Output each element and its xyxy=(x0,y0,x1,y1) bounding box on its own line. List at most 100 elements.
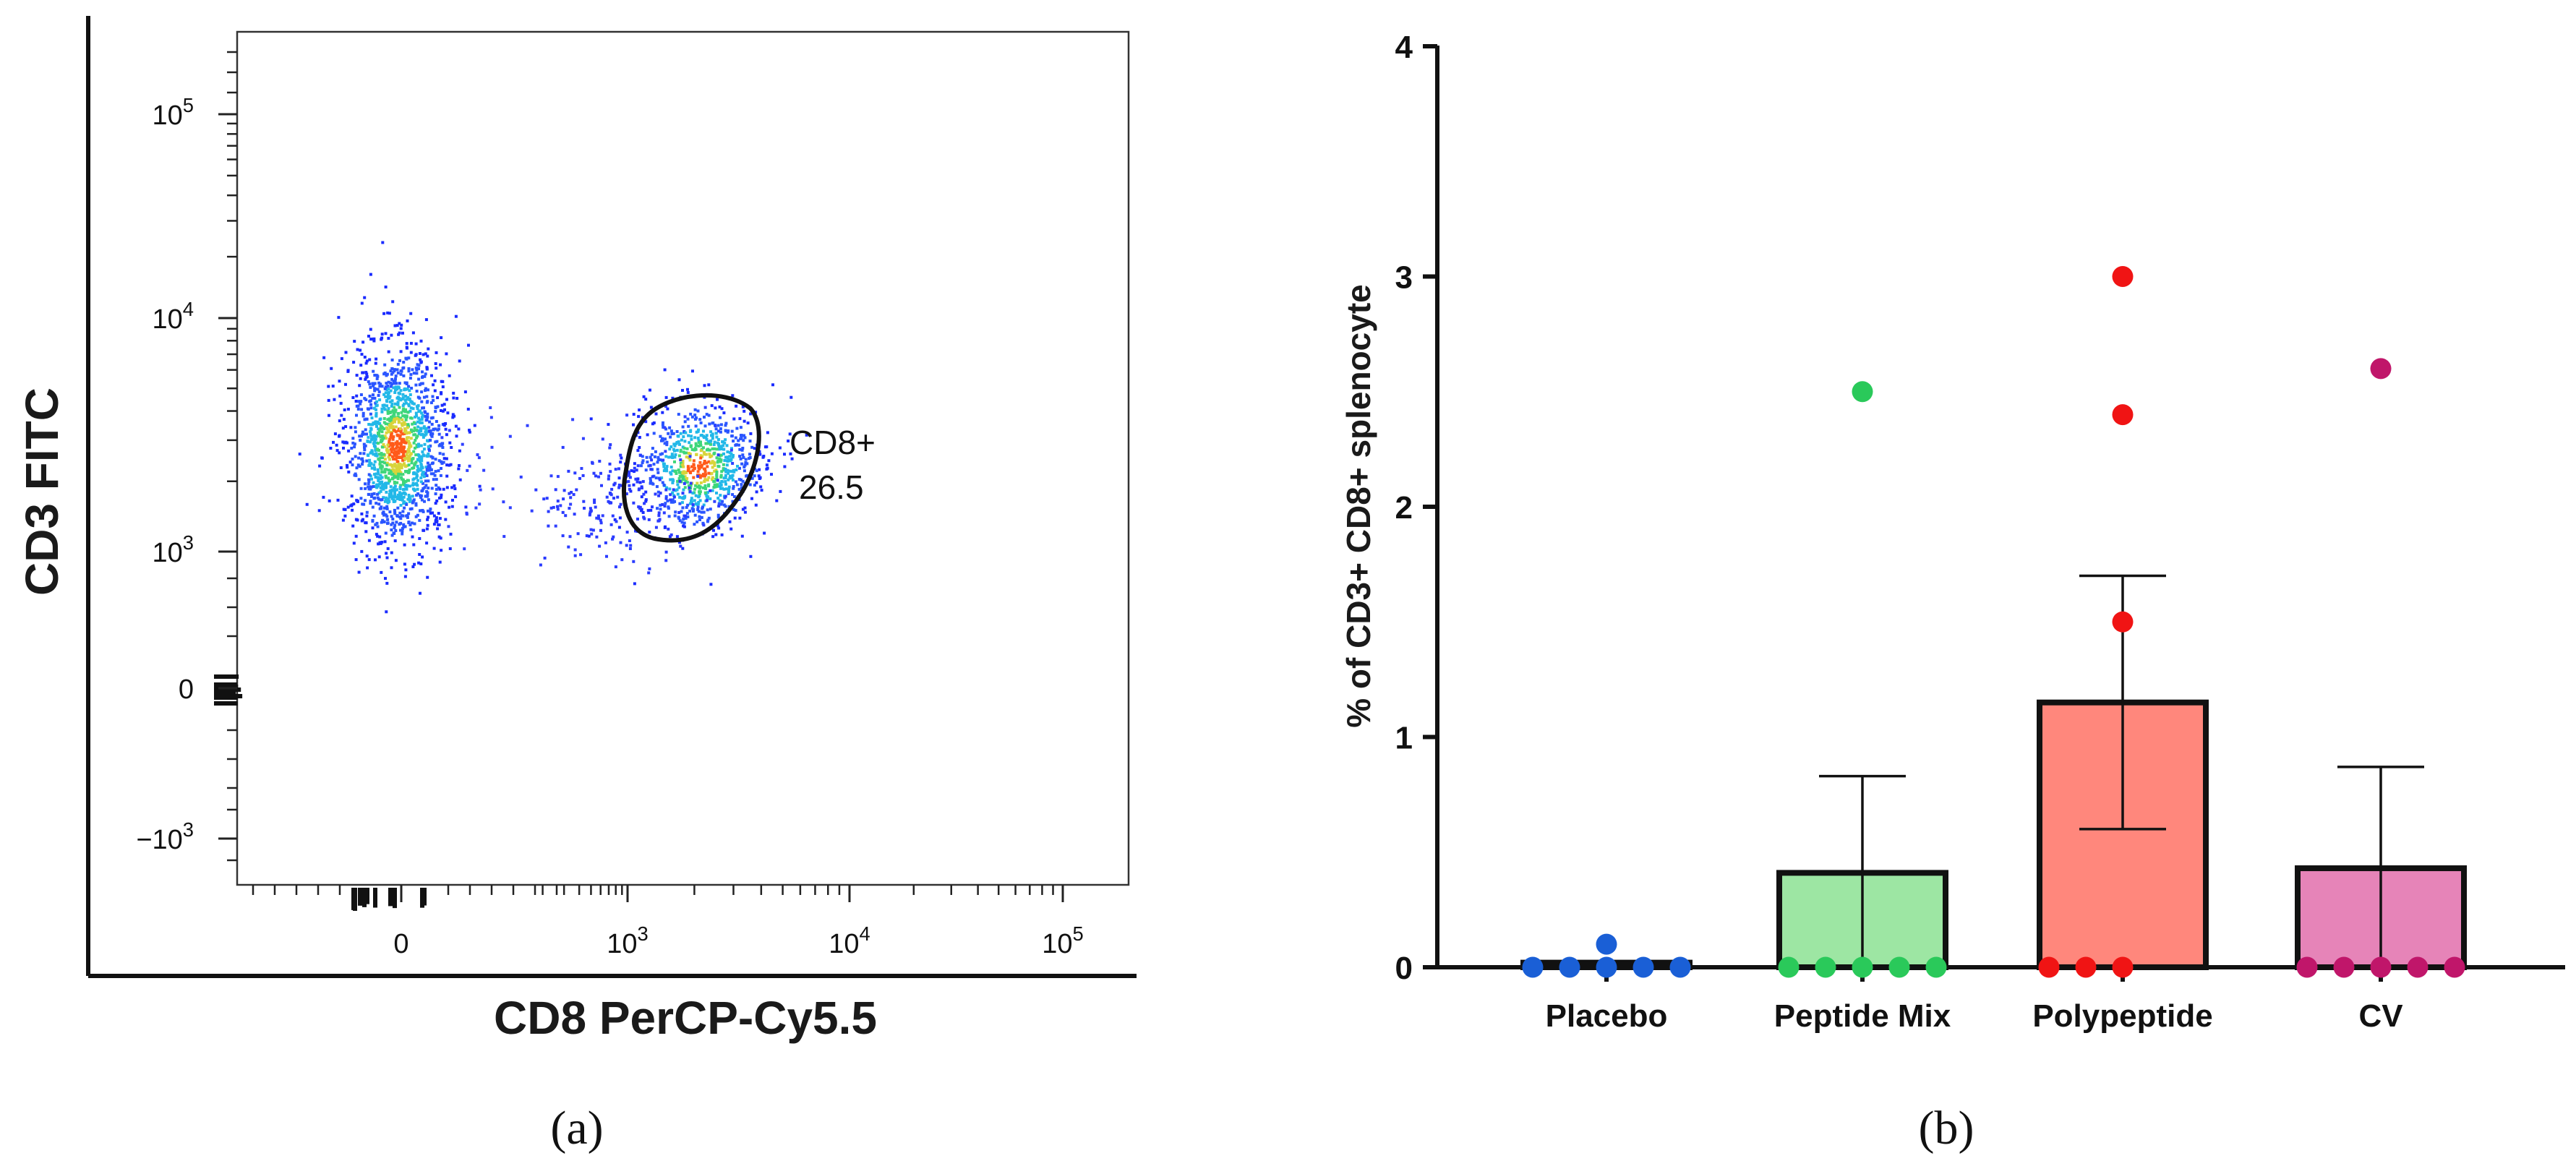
event-dot xyxy=(662,424,664,427)
event-dot xyxy=(659,453,662,456)
event-dot xyxy=(413,442,416,445)
event-dot xyxy=(402,453,405,455)
event-dot xyxy=(320,456,323,459)
event-dot xyxy=(381,476,384,479)
event-dot xyxy=(464,505,467,508)
event-dot xyxy=(750,497,753,500)
event-dot xyxy=(744,507,747,510)
event-dot xyxy=(612,497,615,500)
gate-value-label: 26.5 xyxy=(799,468,864,506)
panel-a-label: (a) xyxy=(550,1102,603,1154)
event-dot xyxy=(711,447,714,450)
event-dot xyxy=(628,474,630,477)
event-dot xyxy=(600,484,603,487)
event-dot xyxy=(367,436,369,439)
event-dot xyxy=(727,460,729,463)
event-dot xyxy=(706,438,709,441)
category-label: Peptide Mix xyxy=(1774,998,1951,1034)
event-dot xyxy=(373,466,376,469)
event-dot xyxy=(421,370,424,373)
event-dot xyxy=(490,446,493,449)
event-dot xyxy=(402,526,405,528)
event-dot xyxy=(408,389,411,392)
event-dot xyxy=(419,562,422,565)
panel-a-x-ticks: 0 103 104 105 xyxy=(253,885,1084,959)
event-dot xyxy=(400,373,403,376)
event-dot xyxy=(744,511,747,514)
event-dot xyxy=(667,432,669,435)
event-dot xyxy=(567,546,570,549)
event-dot xyxy=(643,502,646,505)
event-dot xyxy=(642,459,645,462)
event-dot xyxy=(391,300,394,303)
event-dot xyxy=(432,399,435,402)
event-dot xyxy=(441,462,444,465)
event-dot xyxy=(571,418,574,421)
event-dot xyxy=(364,428,367,431)
event-dot xyxy=(417,396,420,399)
event-dot xyxy=(706,449,709,452)
event-dot xyxy=(439,364,442,367)
event-dot xyxy=(711,432,714,435)
event-dot xyxy=(711,404,714,407)
event-dot xyxy=(567,470,570,473)
event-dot xyxy=(753,484,756,487)
event-dot xyxy=(391,534,394,537)
event-dot xyxy=(728,486,731,489)
event-dot xyxy=(664,369,667,372)
event-dot xyxy=(427,487,429,489)
event-dot xyxy=(427,479,429,482)
event-dot xyxy=(675,441,678,444)
event-dot xyxy=(433,523,436,526)
event-dot xyxy=(648,518,651,521)
event-dot xyxy=(385,463,388,466)
event-dot xyxy=(343,418,346,421)
event-dot xyxy=(375,438,377,441)
event-dot xyxy=(376,377,379,380)
event-dot xyxy=(356,374,359,377)
event-dot xyxy=(440,474,442,477)
event-dot xyxy=(734,517,737,520)
event-dot xyxy=(531,510,534,513)
event-dot xyxy=(425,318,428,321)
event-dot xyxy=(404,575,407,578)
y-tick-label: 4 xyxy=(1395,30,1413,65)
event-dot xyxy=(408,497,411,500)
event-dot xyxy=(664,489,667,492)
event-dot xyxy=(546,497,549,500)
event-dot xyxy=(435,362,437,365)
event-dot xyxy=(350,447,353,450)
y-edge-events xyxy=(214,694,242,698)
data-point xyxy=(1559,957,1580,978)
event-dot xyxy=(673,450,676,453)
event-dot xyxy=(688,452,690,455)
event-dot xyxy=(562,497,565,500)
event-dot xyxy=(394,471,397,474)
event-dot xyxy=(577,532,580,535)
event-dot xyxy=(406,346,408,348)
event-dot xyxy=(380,411,383,414)
event-dot xyxy=(714,534,717,536)
event-dot xyxy=(429,507,432,510)
event-dot xyxy=(668,427,671,429)
event-dot xyxy=(429,439,432,442)
event-dot xyxy=(380,571,382,574)
event-dot xyxy=(369,399,372,402)
event-dot xyxy=(382,407,385,410)
event-dot xyxy=(385,532,388,535)
event-dot xyxy=(683,482,686,485)
event-dot xyxy=(381,333,384,335)
event-dot xyxy=(607,478,610,481)
event-dot xyxy=(664,450,667,453)
event-dot xyxy=(711,466,714,469)
event-dot xyxy=(397,418,400,421)
event-dot xyxy=(702,523,705,526)
event-dot xyxy=(749,440,752,442)
event-dot xyxy=(612,515,615,518)
event-dot xyxy=(387,394,390,397)
event-dot xyxy=(599,472,602,475)
event-dot xyxy=(706,499,709,502)
event-dot xyxy=(637,415,640,418)
event-dot xyxy=(678,455,681,458)
event-dot xyxy=(368,382,371,385)
